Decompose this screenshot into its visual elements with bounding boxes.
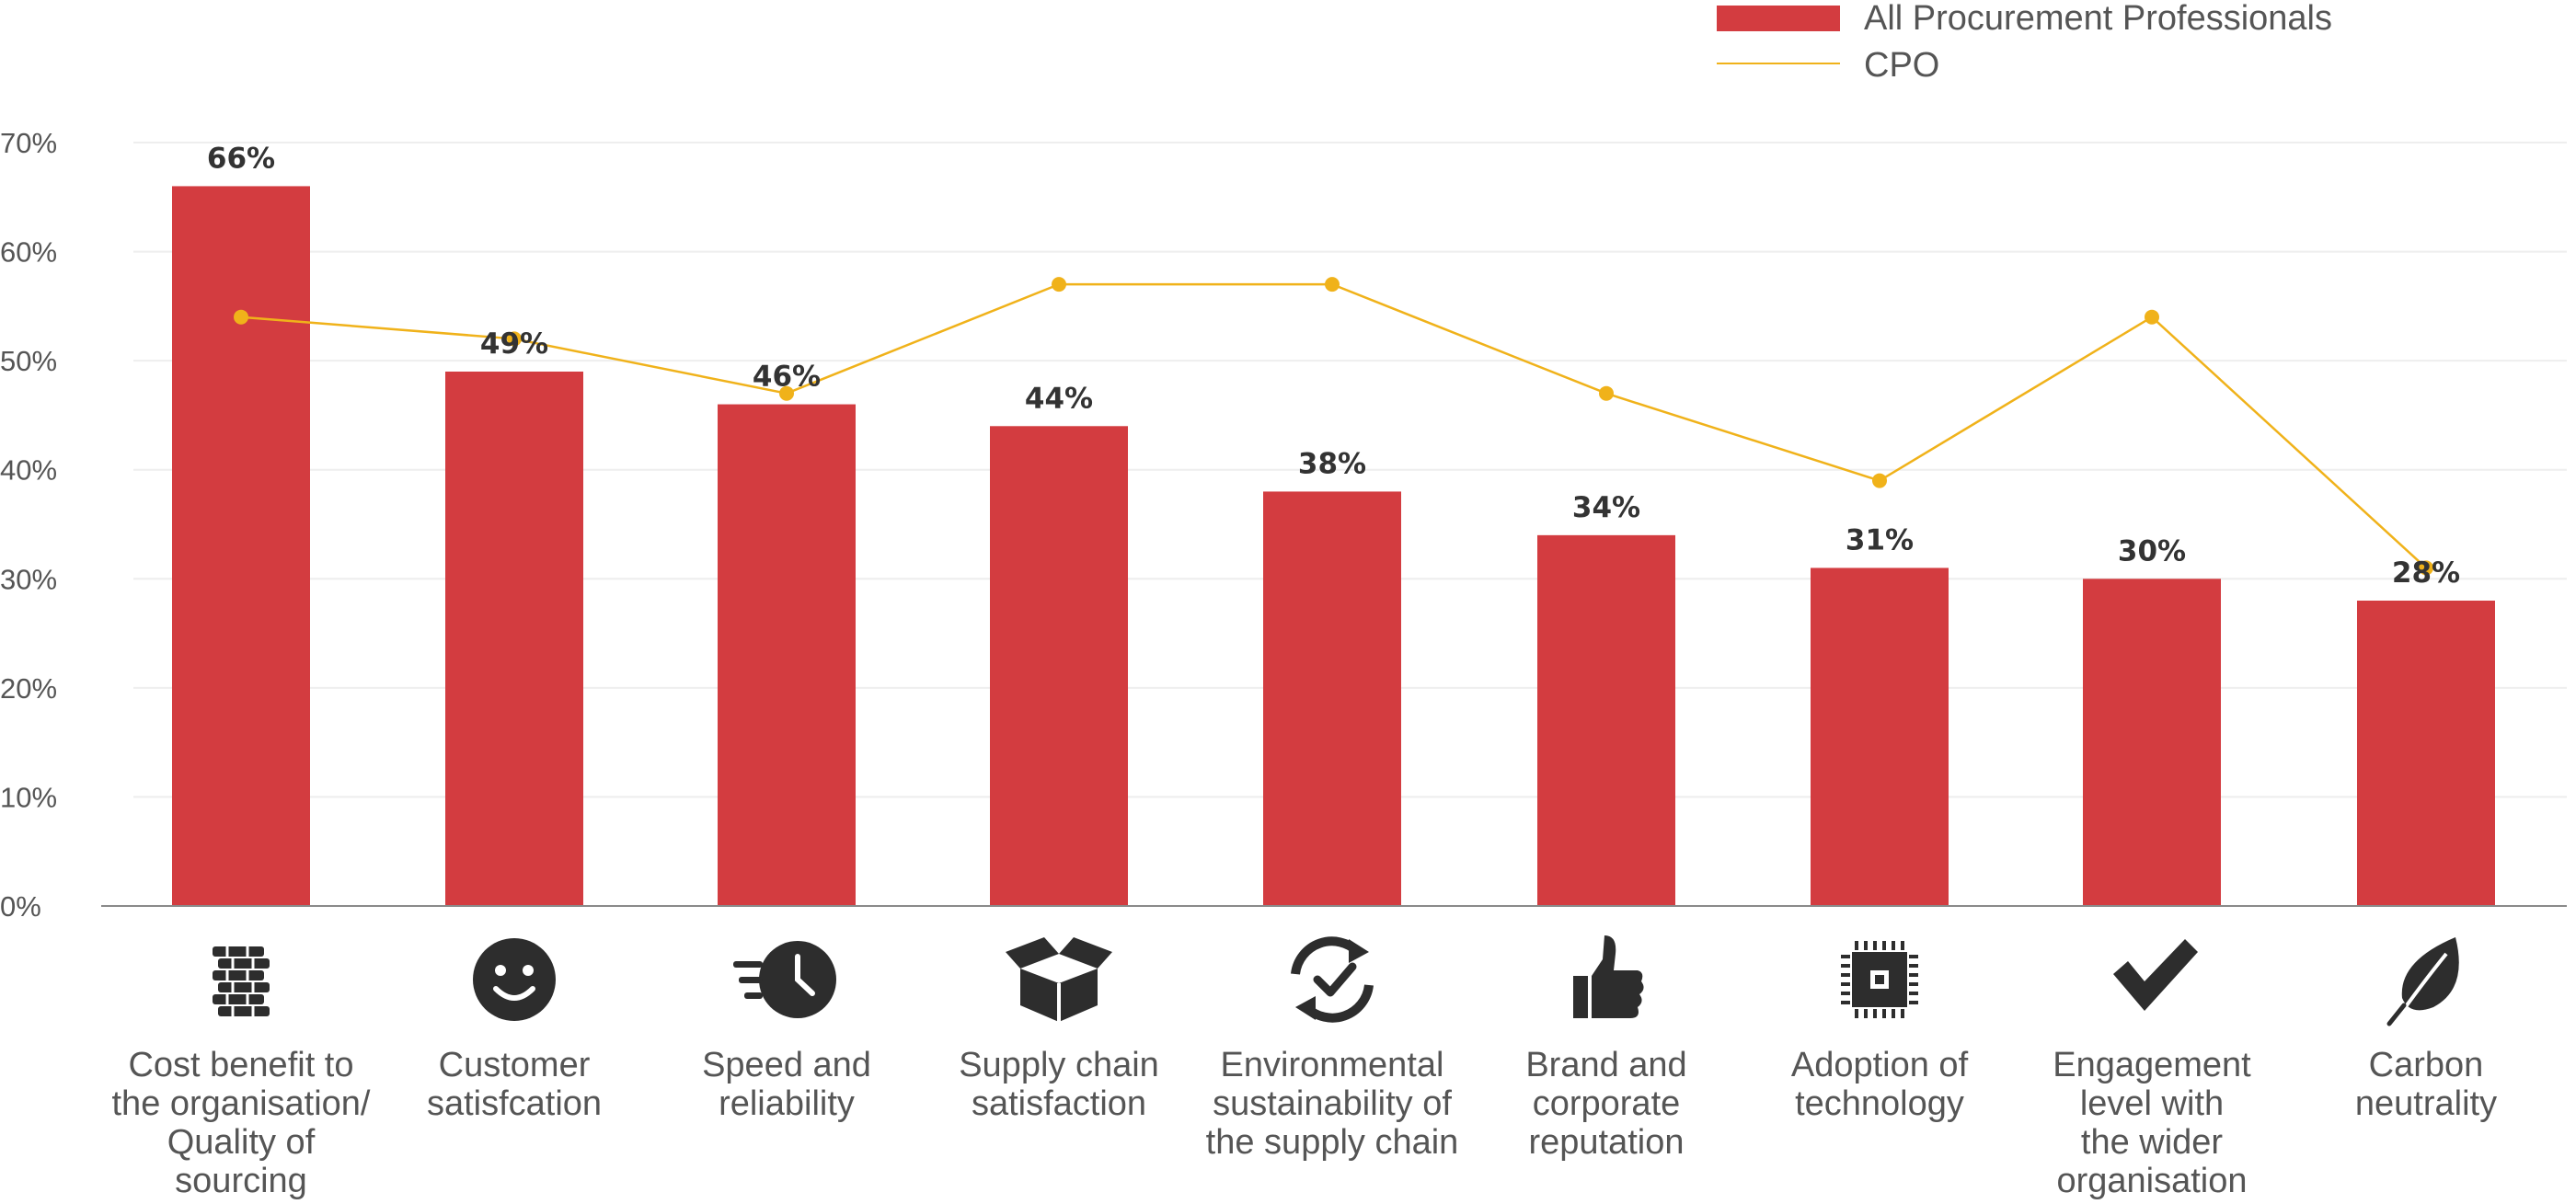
thumbs-up-icon [1573, 935, 1644, 1018]
y-tick-label: 0% [0, 890, 41, 923]
category-labels: Cost benefit to the organisation/Quality … [112, 1046, 2498, 1200]
bar-value-label: 44% [1025, 382, 1093, 415]
cpo-point [1325, 277, 1340, 292]
microchip-icon [1841, 941, 1918, 1018]
bar [1263, 491, 1401, 906]
category-label: Speed and reliability [702, 1046, 871, 1123]
cpo-point [779, 385, 794, 401]
bar-value-label: 34% [1572, 491, 1640, 524]
y-tick-label: 50% [0, 345, 57, 377]
category-icons [213, 935, 2459, 1026]
bar [172, 186, 310, 906]
category-label: Adoption of technology [1791, 1046, 1969, 1123]
y-tick-label: 20% [0, 672, 57, 705]
category-label: Supply chain satisfaction [959, 1046, 1159, 1123]
bar-value-label: 66% [207, 142, 275, 175]
data-labels: 66% 49% 46% 44% 38% 34% 31% 30% 28% [207, 142, 2460, 590]
y-tick-label: 40% [0, 454, 57, 487]
bar [990, 426, 1128, 906]
y-tick-label: 30% [0, 563, 57, 595]
cpo-point [1872, 473, 1887, 488]
category-label: Engagement level with the wider organisatio… [2053, 1046, 2251, 1200]
cpo-point [1599, 385, 1614, 401]
bar-value-label: 46% [753, 361, 821, 394]
cpo-point [2419, 560, 2433, 576]
y-tick-label: 70% [0, 127, 57, 159]
bar [2357, 601, 2495, 906]
bar [1537, 534, 1675, 906]
bar-value-label: 31% [1846, 523, 1914, 556]
bar [1811, 568, 1949, 906]
category-label: Cost benefit to the organisation/Quality … [112, 1046, 371, 1200]
category-label: Environmental sustainability of the supply… [1206, 1046, 1459, 1162]
cpo-point [1052, 277, 1066, 292]
smiley-face-icon [473, 938, 556, 1021]
y-axis: 0% 10% 20% 30% 40% 50% 60% 70% [0, 127, 57, 923]
cpo-point [234, 309, 248, 325]
bar-value-label: 49% [480, 327, 548, 361]
open-box-icon [1006, 937, 1112, 1022]
bar-value-label: 28% [2392, 556, 2460, 590]
bar [718, 404, 856, 907]
leaf-icon [2386, 937, 2459, 1026]
legend-swatch-all-procurement [1717, 6, 1840, 31]
checkmark-icon [2113, 939, 2198, 1011]
cpo-point [2145, 309, 2159, 325]
legend: All Procurement Professionals CPO [1717, 0, 2332, 85]
fast-clock-icon [733, 941, 836, 1018]
legend-label-all-procurement: All Procurement Professionals [1864, 0, 2332, 38]
cpo-line-series [234, 277, 2433, 576]
legend-label-cpo: CPO [1864, 46, 1939, 85]
y-tick-label: 10% [0, 781, 57, 813]
y-tick-label: 60% [0, 236, 57, 269]
recycle-check-icon [1291, 936, 1374, 1023]
category-label: Brand and corporate reputation [1525, 1046, 1686, 1162]
category-label: Customer satisfcation [427, 1046, 602, 1123]
category-label: Carbon neutrality [2355, 1046, 2497, 1123]
coins-stack-icon [213, 946, 270, 1016]
cpo-point [507, 331, 522, 347]
bar-value-label: 38% [1298, 447, 1366, 480]
bar [445, 372, 583, 906]
bar [2083, 579, 2221, 906]
bar-series [172, 186, 2495, 907]
bar-value-label: 30% [2118, 534, 2186, 568]
